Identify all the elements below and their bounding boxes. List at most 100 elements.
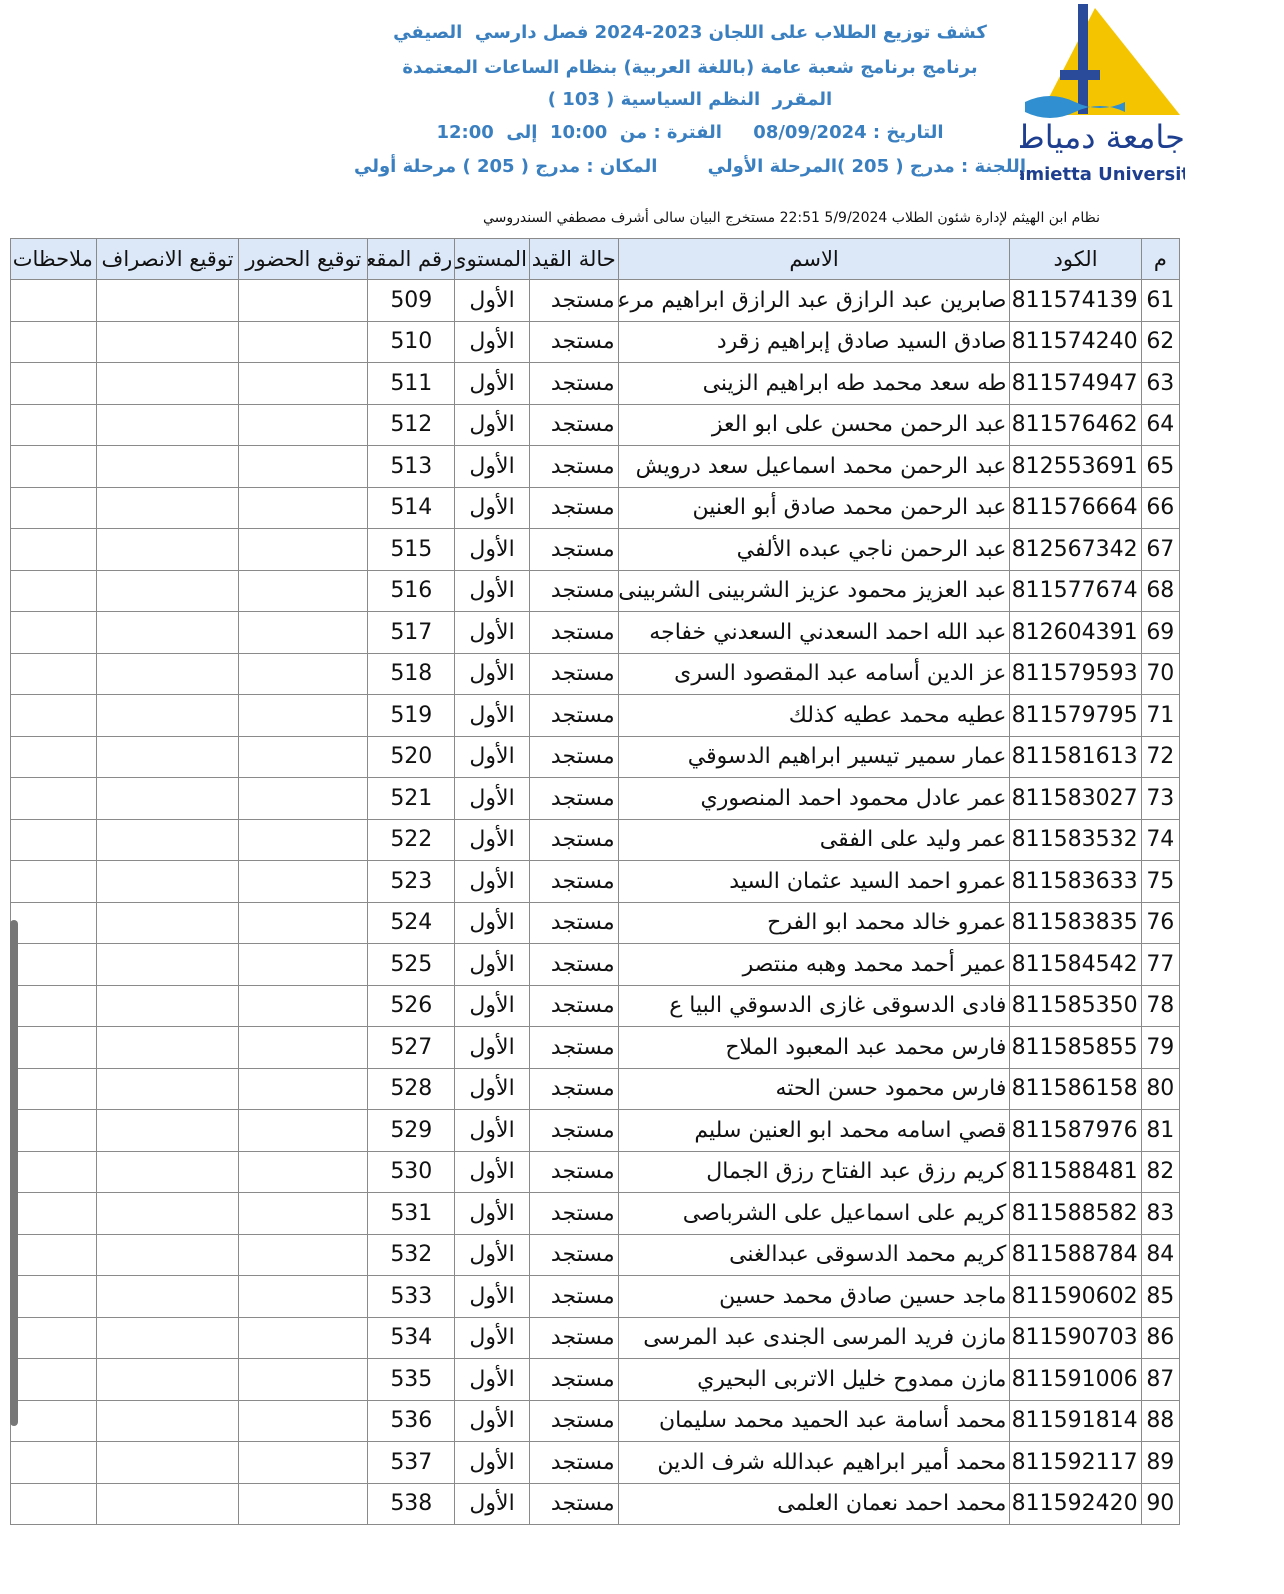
row-number: 82 [1140,1150,1181,1193]
student-name: فارس محمود حسن الحته [617,1067,1011,1110]
empty-cell [95,984,240,1027]
empty-cell [238,1192,369,1235]
enrollment-status: مستجد [528,901,619,944]
table-row: 83 811588582 كريم على اسماعيل على الشرباصى… [10,1192,1181,1235]
header-line: برنامج برنامج شعبة عامة (باللغة العربية)… [402,57,978,78]
level: الأول [454,735,530,778]
table-row: 79 811585855 فارس محمد عبد المعبود الملاح م… [10,1026,1181,1069]
empty-cell [10,1067,97,1110]
empty-cell [10,818,97,861]
seat-number: 530 [367,1150,456,1193]
empty-cell [10,486,97,529]
empty-cell [238,1275,369,1318]
row-number: 85 [1140,1275,1181,1318]
table-row: 62 811574240 صادق السيد صادق إبراهيم زقرد م… [10,320,1181,363]
table-row: 73 811583027 عمر عادل محمود احمد المنصوري م… [10,777,1181,820]
student-name: عبد الرحمن محمد صادق أبو العنين [617,486,1011,529]
enrollment-status: مستجد [528,445,619,488]
student-name: عبد الله احمد السعدني السعدني خفاجه [617,611,1011,654]
level: الأول [454,943,530,986]
logo-shape [1040,8,1180,115]
student-code: 811585350 [1009,984,1142,1027]
table-row: 90 811592420 محمد احمد نعمان العلمى مستجد ال… [10,1482,1181,1525]
student-code: 811583835 [1009,901,1142,944]
scrollbar [10,920,18,1426]
student-code: 811588481 [1009,1150,1142,1193]
enrollment-status: مستجد [528,943,619,986]
seat-number: 529 [367,1109,456,1152]
seat-number: 516 [367,569,456,612]
empty-cell [95,777,240,820]
empty-cell [238,901,369,944]
empty-cell [95,279,240,322]
enrollment-status: مستجد [528,320,619,363]
student-code: 811590703 [1009,1316,1142,1359]
seat-number: 511 [367,362,456,405]
level: الأول [454,1150,530,1193]
level: الأول [454,1026,530,1069]
student-name: طه سعد محمد طه ابراهيم الزينى [617,362,1011,405]
empty-cell [238,1067,369,1110]
level: الأول [454,569,530,612]
enrollment-status: مستجد [528,694,619,737]
column-header: م [1140,238,1181,280]
table-row: 81 811587976 قصي اسامه محمد ابو العنين سلي… [10,1109,1181,1152]
empty-cell [10,320,97,363]
row-number: 84 [1140,1233,1181,1276]
empty-cell [238,611,369,654]
table-row: 64 811576462 عبد الرحمن محسن على ابو العز م… [10,403,1181,446]
logo-shape [1078,4,1088,114]
student-name: عمر وليد على الفقى [617,818,1011,861]
seat-number: 519 [367,694,456,737]
seat-number: 517 [367,611,456,654]
seat-number: 514 [367,486,456,529]
table-row: 78 811585350 فادى الدسوقى غازى الدسوقي الب… [10,984,1181,1027]
level: الأول [454,1275,530,1318]
level: الأول [454,486,530,529]
empty-cell [10,1441,97,1484]
table-row: 86 811590703 مازن فريد المرسى الجندى عبد ا… [10,1316,1181,1359]
empty-cell [10,1026,97,1069]
seat-number: 518 [367,652,456,695]
table-row: 84 811588784 كريم محمد الدسوقى عبدالغنى مست… [10,1233,1181,1276]
row-number: 63 [1140,362,1181,405]
student-code: 811576664 [1009,486,1142,529]
column-header: توقيع الانصراف [95,238,240,280]
empty-cell [95,528,240,571]
row-number: 64 [1140,403,1181,446]
row-number: 90 [1140,1482,1181,1525]
seat-number: 535 [367,1358,456,1401]
table-row: 66 811576664 عبد الرحمن محمد صادق أبو العن… [10,486,1181,529]
table-row: 74 811583532 عمر وليد على الفقى مستجد الأول 5… [10,818,1181,861]
empty-cell [10,445,97,488]
row-number: 69 [1140,611,1181,654]
seat-number: 526 [367,984,456,1027]
table-row: 61 811574139 صابرين عبد الرازق عبد الرازق … [10,279,1181,322]
header-line: كشف توزيع الطلاب على اللجان 2023-2024 فص… [393,22,987,43]
empty-cell [10,528,97,571]
seat-number: 512 [367,403,456,446]
row-number: 83 [1140,1192,1181,1235]
empty-cell [95,652,240,695]
student-name: صادق السيد صادق إبراهيم زقرد [617,320,1011,363]
table-row: 69 812604391 عبد الله احمد السعدني السعدني… [10,611,1181,654]
column-header: توقيع الحضور [238,238,369,280]
student-name: كريم رزق عبد الفتاح رزق الجمال [617,1150,1011,1193]
student-code: 811584542 [1009,943,1142,986]
enrollment-status: مستجد [528,1316,619,1359]
seat-number: 538 [367,1482,456,1525]
level: الأول [454,445,530,488]
enrollment-status: مستجد [528,569,619,612]
student-code: 811587976 [1009,1109,1142,1152]
enrollment-status: مستجد [528,1441,619,1484]
empty-cell [95,694,240,737]
student-name: عمار سمير تيسير ابراهيم الدسوقي [617,735,1011,778]
logo: جامعة دمياط Damietta University [1020,4,1185,185]
empty-cell [95,735,240,778]
empty-cell [10,1316,97,1359]
enrollment-status: مستجد [528,1482,619,1525]
empty-cell [10,694,97,737]
enrollment-status: مستجد [528,1275,619,1318]
empty-cell [95,1233,240,1276]
student-name: مازن فريد المرسى الجندى عبد المرسى [617,1316,1011,1359]
